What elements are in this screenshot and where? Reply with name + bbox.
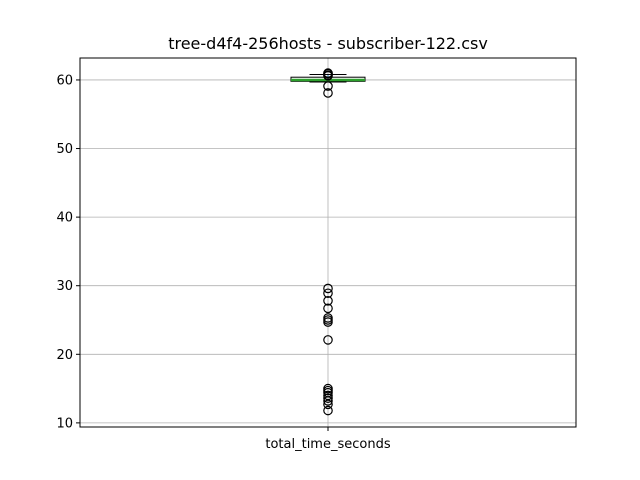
- outlier-point: [323, 396, 333, 406]
- outlier-point: [323, 405, 333, 416]
- outlier-point: [323, 317, 333, 327]
- outlier-point: [323, 71, 333, 81]
- outlier-point: [323, 283, 333, 294]
- y-tick-label: 40: [56, 211, 73, 226]
- x-axis: total_time_seconds: [265, 427, 391, 452]
- axes-frame: [79, 57, 577, 428]
- outlier-point: [323, 288, 333, 299]
- y-tick-label: 10: [56, 416, 73, 431]
- y-tick-label: 50: [56, 142, 73, 157]
- y-tick-label: 30: [56, 279, 73, 294]
- outlier-point: [323, 303, 333, 314]
- outlier-point: [323, 81, 333, 91]
- y-tick-label: 20: [56, 348, 73, 363]
- plot-area: [290, 68, 366, 416]
- outlier-point: [323, 295, 333, 306]
- outlier-point: [323, 399, 333, 410]
- y-axis: 10 20 30 40 50 60: [56, 73, 80, 431]
- y-tick-label: 60: [56, 73, 73, 88]
- outlier-point: [323, 335, 333, 345]
- chart-title: tree-d4f4-256hosts - subscriber-122.csv: [168, 34, 488, 53]
- outlier-point: [323, 88, 333, 98]
- x-tick-label: total_time_seconds: [265, 437, 390, 452]
- outlier-point: [323, 393, 333, 403]
